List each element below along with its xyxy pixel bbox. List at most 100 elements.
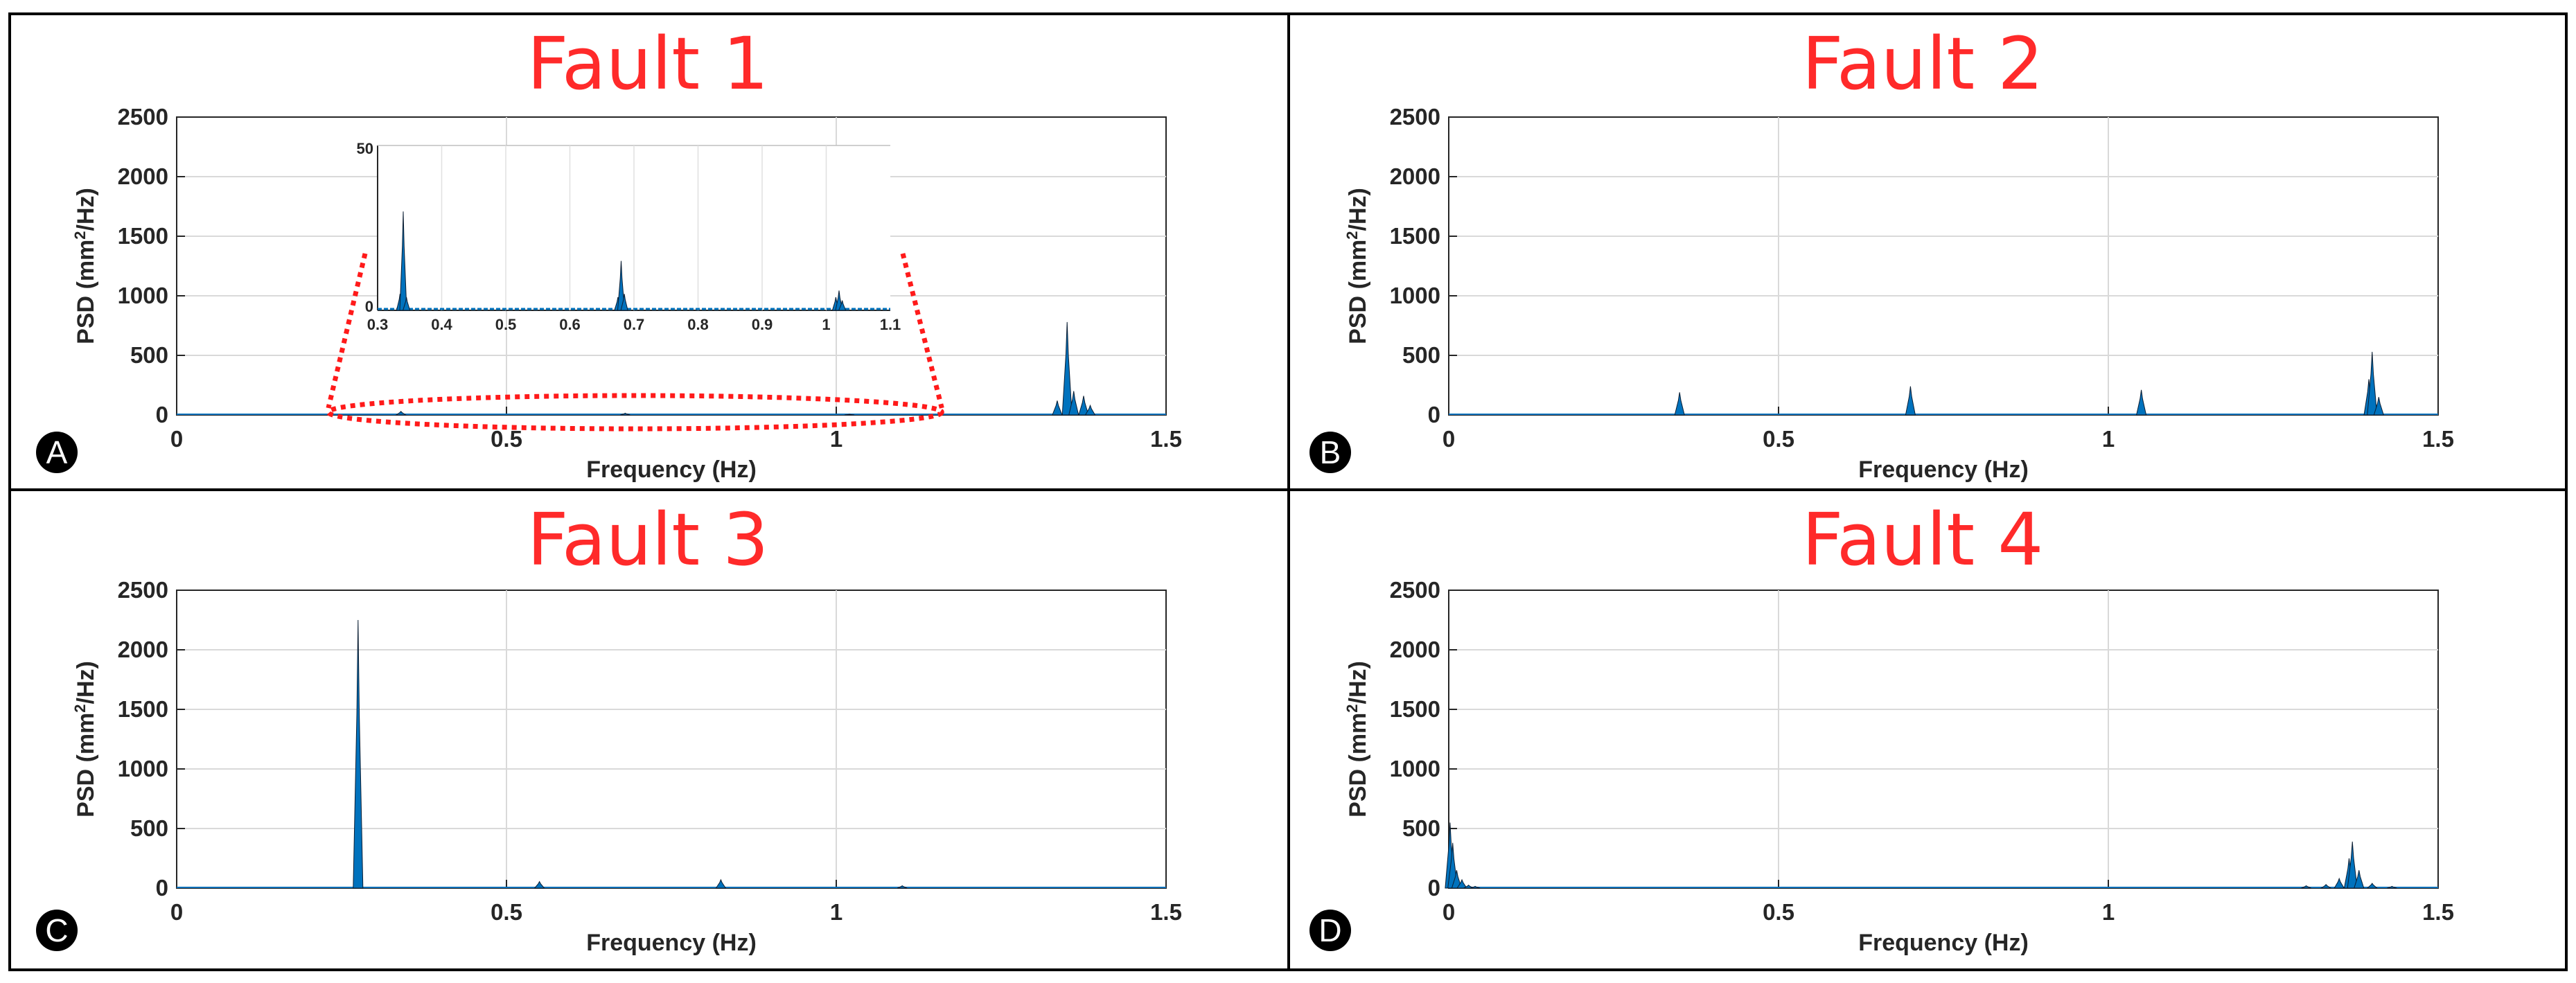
y-axis-label: PSD (mm2/Hz) <box>71 661 99 817</box>
y-tick-label: 1000 <box>118 756 168 781</box>
panel-letter-badge: D <box>1309 910 1351 951</box>
y-tick-label: 1500 <box>1390 223 1440 249</box>
panel-letter-badge: A <box>36 432 78 473</box>
series-peak-0 <box>353 619 364 889</box>
x-tick-label: 0.5 <box>1763 426 1794 452</box>
series-peak-2 <box>2135 389 2147 416</box>
inset-x-tick-label: 0.6 <box>559 316 581 333</box>
x-tick-label: 0.5 <box>1763 899 1794 925</box>
inset-x-tick-label: 0.3 <box>367 316 389 333</box>
x-axis-label: Frequency (Hz) <box>586 930 757 956</box>
panel-letter: C <box>45 912 68 948</box>
series-peak-6 <box>2301 885 2311 889</box>
panel-frames <box>8 12 2568 971</box>
series-peak-2 <box>844 414 855 416</box>
x-tick-label: 1.5 <box>1150 899 1182 925</box>
y-tick-label: 1500 <box>1390 696 1440 722</box>
y-tick-label: 500 <box>1402 815 1440 841</box>
y-tick-label: 0 <box>1428 875 1440 901</box>
y-axis-label: PSD (mm2/Hz) <box>1343 661 1371 817</box>
y-tick-label: 0 <box>156 875 168 901</box>
inset-peak-5 <box>620 294 628 311</box>
series-peak-0 <box>394 411 407 416</box>
inset-y-tick-label: 50 <box>357 140 373 157</box>
y-tick-label: 2500 <box>1390 104 1440 130</box>
series-peak-1 <box>533 880 545 889</box>
plot-area <box>1448 590 2439 889</box>
series-peak-5 <box>1068 391 1079 416</box>
series-peak-13 <box>2387 885 2397 889</box>
series-peak-2 <box>715 878 727 889</box>
inset-y-tick-label: 0 <box>365 298 373 315</box>
y-tick-label: 2000 <box>118 163 168 189</box>
inset-x-tick-label: 1.1 <box>880 316 901 333</box>
x-axis-label: Frequency (Hz) <box>586 457 757 483</box>
panel-letter-badge: B <box>1309 432 1351 473</box>
y-tick-label: 1000 <box>1390 756 1440 781</box>
series-peak-5 <box>1470 885 1481 889</box>
inset-peak-8 <box>838 300 847 311</box>
inset-peak-2 <box>402 296 411 311</box>
panel-letter-badge: C <box>36 910 78 951</box>
plot-area <box>1448 116 2439 416</box>
panel-title: Fault 4 <box>1802 497 2044 582</box>
panel-c: Fault 3 0 0.5 1 1.5 0 500 1000 1500 2000 2500 Frequ… <box>36 497 1182 956</box>
x-axis-label: Frequency (Hz) <box>1858 457 2029 483</box>
panel-a: Fault 10 0.5 1 1.505001000150020002500Frequ… <box>36 21 1182 483</box>
y-axis-label: PSD (mm2/Hz) <box>71 188 99 344</box>
badge-circle <box>36 432 78 473</box>
y-tick-label: 500 <box>1402 342 1440 368</box>
x-tick-label: 1 <box>2102 899 2115 925</box>
x-tick-label: 0 <box>1443 899 1455 925</box>
y-tick-label: 500 <box>130 342 168 368</box>
zoom-connector-left <box>326 253 368 409</box>
series-peak-11 <box>2354 870 2365 889</box>
series-peak-5 <box>2373 397 2385 416</box>
panel-title: Fault 2 <box>1802 21 2044 106</box>
x-tick-label: 0 <box>170 426 183 452</box>
y-axis-label: PSD (mm2/Hz) <box>1343 188 1371 344</box>
badge-circle <box>1309 432 1351 473</box>
y-tick-label: 500 <box>130 815 168 841</box>
y-tick-label: 1000 <box>1390 283 1440 308</box>
y-tick-label: 2000 <box>1390 163 1440 189</box>
panel-letter: D <box>1318 912 1341 948</box>
y-tick-label: 2000 <box>118 637 168 662</box>
panel-letter: A <box>46 434 68 470</box>
series-peak-12 <box>2366 883 2379 889</box>
zoom-highlight-ellipse <box>326 393 944 432</box>
inset-x-tick-label: 1 <box>822 316 830 333</box>
y-tick-label: 2000 <box>1390 637 1440 662</box>
y-tick-label: 2500 <box>1390 577 1440 603</box>
panel-title: Fault 3 <box>527 497 769 582</box>
inset-x-tick-label: 0.8 <box>687 316 709 333</box>
x-tick-label: 0.5 <box>491 899 522 925</box>
y-tick-label: 2500 <box>118 577 168 603</box>
inset-x-tick-label: 0.7 <box>624 316 645 333</box>
x-tick-label: 1.5 <box>2422 426 2454 452</box>
y-tick-label: 1000 <box>118 283 168 308</box>
series-peak-8 <box>2334 877 2345 889</box>
badge-circle <box>36 910 78 951</box>
x-tick-label: 0.5 <box>491 426 522 452</box>
series-peak-1 <box>620 412 630 416</box>
series-peak-1 <box>1905 386 1916 416</box>
x-tick-label: 0 <box>1443 426 1455 452</box>
x-axis-label: Frequency (Hz) <box>1858 930 2029 956</box>
zoom-connector-right <box>900 253 944 409</box>
inset-x-tick-label: 0.4 <box>431 316 452 333</box>
series-peak-7 <box>1084 404 1096 416</box>
series-peak-3 <box>897 885 908 889</box>
series-peak-7 <box>2320 884 2332 889</box>
panel-b: Fault 2 0 0.5 1 1.5 0 500 1000 1500 2000 2500 Frequ… <box>1309 21 2454 483</box>
panel-title: Fault 1 <box>527 21 769 106</box>
inset-chart: 0.3 0.4 0.5 0.6 0.7 0.8 0.9 1 1.1 0 50 <box>357 140 901 333</box>
y-tick-label: 0 <box>1428 402 1440 427</box>
series-peak-0 <box>1674 392 1685 416</box>
inset-x-tick-label: 0.5 <box>495 316 517 333</box>
x-tick-label: 1 <box>830 899 843 925</box>
x-tick-label: 1.5 <box>2422 899 2454 925</box>
x-tick-label: 1 <box>2102 426 2115 452</box>
series-peak-3 <box>1052 400 1063 416</box>
